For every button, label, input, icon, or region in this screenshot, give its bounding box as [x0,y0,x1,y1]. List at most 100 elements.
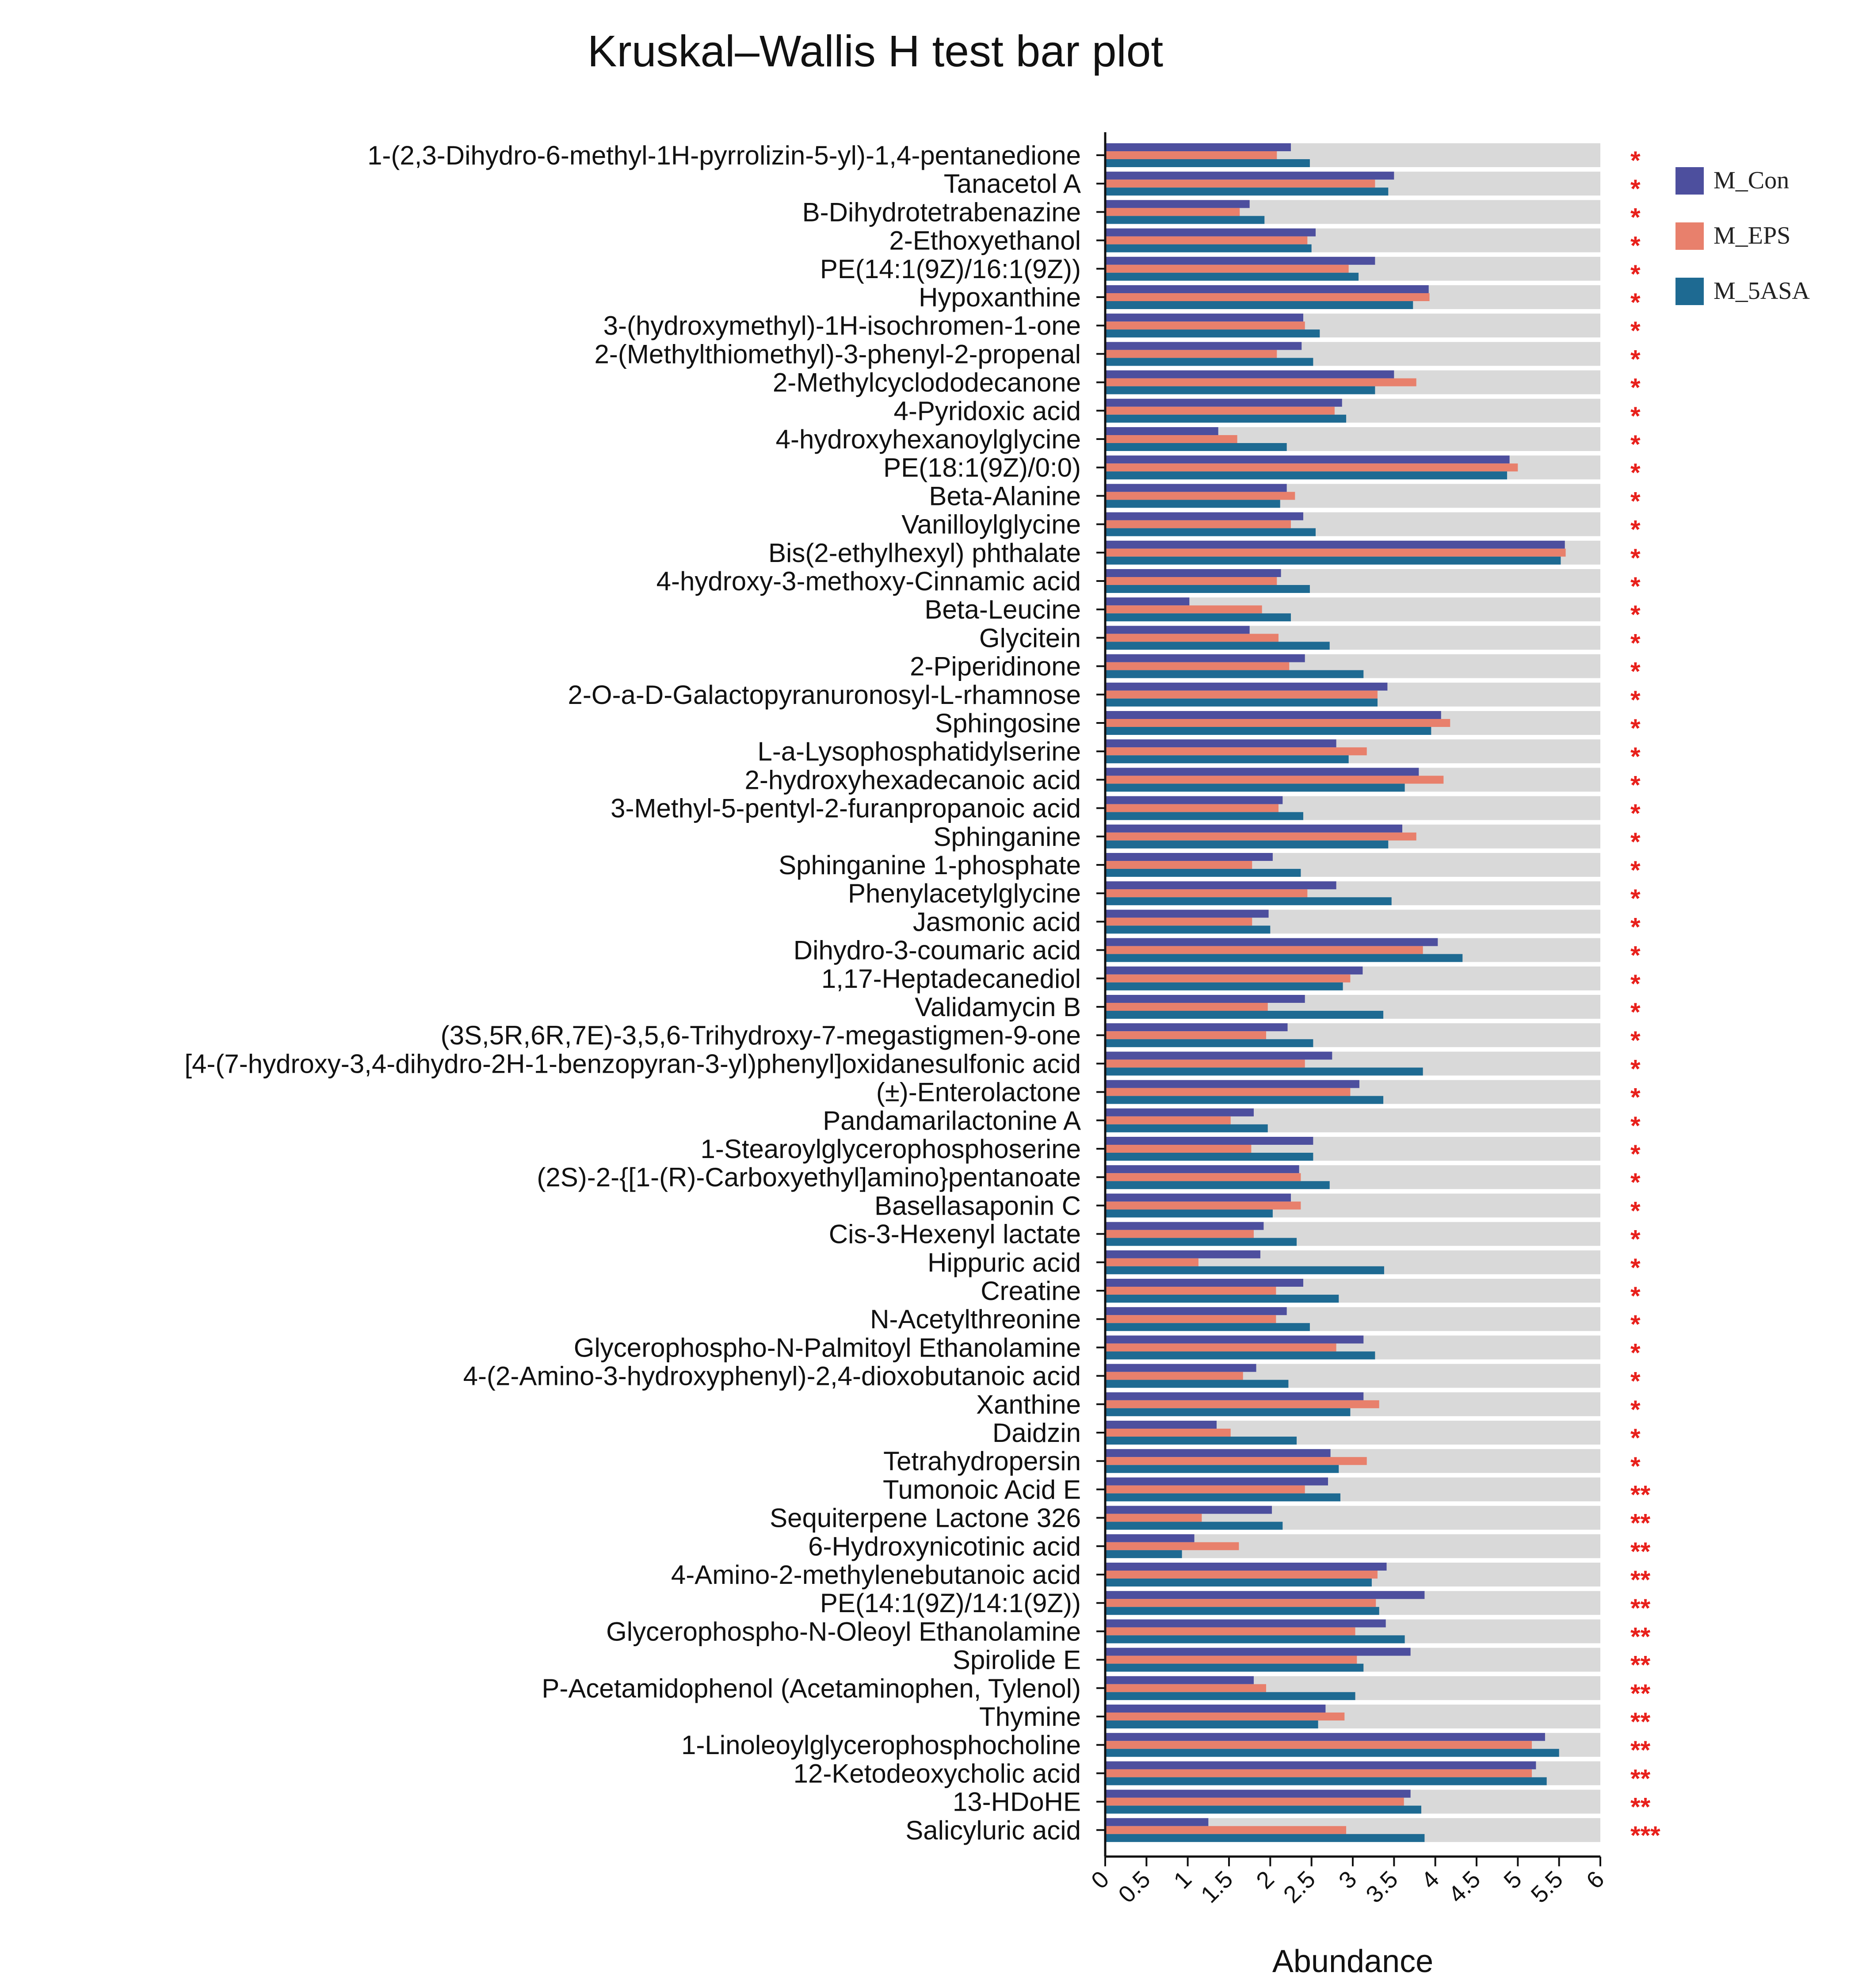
category-label: Spirolide E [953,1645,1081,1675]
bar-m-eps [1105,1826,1347,1834]
bar-m-con [1105,1307,1287,1315]
bar-m-eps [1105,1514,1202,1522]
significance-marker: * [1630,430,1641,459]
bar-m-con [1105,228,1316,237]
significance-marker: ** [1630,1679,1651,1708]
category-label: Glycerophospho-N-Palmitoyl Ethanolamine [574,1333,1081,1362]
bar-m-eps [1105,1627,1355,1636]
bar-m-con [1105,1477,1328,1486]
bar-m-5asa [1105,1607,1379,1615]
bar-m-con [1105,1222,1264,1230]
significance-marker: * [1630,345,1641,374]
bar-m-5asa [1105,1238,1297,1246]
bar-m-eps [1105,889,1308,898]
bar-m-con [1105,938,1438,946]
significance-marker: * [1630,1197,1641,1225]
bar-m-con [1105,1619,1386,1628]
significance-marker: * [1630,1282,1641,1311]
x-tick-label: 0 [1086,1866,1114,1894]
bar-m-eps [1105,634,1279,642]
significance-marker: ** [1630,1537,1651,1566]
x-tick-label: 0.5 [1113,1866,1156,1908]
significance-marker: * [1630,828,1641,856]
bar-m-5asa [1105,358,1313,366]
bar-m-con [1105,995,1305,1003]
category-label: [4-(7-hydroxy-3,4-dihydro-2H-1-benzopyra… [184,1049,1081,1078]
significance-marker: * [1630,146,1641,175]
bar-m-5asa [1105,1663,1364,1672]
significance-markers: ****************************************… [1630,146,1660,1850]
bar-m-5asa [1105,386,1375,394]
bar-m-eps [1105,520,1291,528]
category-label: Dihydro-3-coumaric acid [794,936,1081,965]
category-label: Basellasaponin C [874,1191,1081,1220]
bar-m-con [1105,626,1250,634]
bar-m-eps [1105,804,1279,812]
category-label: Beta-Leucine [924,595,1081,624]
bar-m-eps [1105,236,1308,245]
significance-marker: *** [1630,1821,1660,1850]
bar-m-5asa [1105,1181,1330,1189]
bar-m-con [1105,739,1336,748]
bar-m-5asa [1105,1437,1297,1445]
bar-m-5asa [1105,982,1343,990]
bar-m-5asa [1105,187,1389,196]
category-label: 3-Methyl-5-pentyl-2-furanpropanoic acid [611,794,1081,823]
bar-m-5asa [1105,414,1347,423]
category-label: Sequiterpene Lactone 326 [770,1503,1081,1533]
bar-m-5asa [1105,1777,1547,1785]
bar-m-con [1105,1108,1254,1116]
category-label: Sphinganine 1-phosphate [779,850,1081,880]
bar-m-eps [1105,1173,1301,1181]
bar-m-con [1105,143,1291,151]
bar-m-eps [1105,1145,1252,1153]
category-label: 12-Ketodeoxycholic acid [794,1759,1081,1788]
significance-marker: * [1630,232,1641,260]
legend: M_Con M_EPS M_5ASA [1675,167,1810,305]
bar-m-eps [1105,1031,1266,1040]
category-label: 6-Hydroxynicotinic acid [808,1532,1081,1561]
x-tick-label: 5.5 [1526,1866,1569,1908]
category-label: P-Acetamidophenol (Acetaminophen, Tyleno… [542,1674,1081,1703]
bar-m-5asa [1105,1692,1355,1700]
category-label: 2-O-a-D-Galactopyranuronosyl-L-rhamnose [568,680,1081,710]
x-tick-label: 1.5 [1196,1866,1238,1908]
category-label: Glycitein [979,623,1081,653]
category-label: B-Dihydrotetrabenazine [802,197,1081,227]
category-label: Jasmonic acid [913,907,1081,937]
bar-m-5asa [1105,556,1561,565]
bar-m-5asa [1105,329,1320,338]
bar-m-5asa [1105,1323,1310,1331]
bar-m-5asa [1105,244,1312,252]
bar-m-con [1105,313,1303,322]
significance-marker: * [1630,941,1641,970]
bar-m-eps [1105,1485,1305,1494]
bar-m-con [1105,881,1336,890]
bar-m-eps [1105,151,1277,159]
category-label: Xanthine [976,1390,1081,1419]
bar-m-con [1105,1733,1545,1741]
significance-marker: * [1630,1310,1641,1339]
bar-m-con [1105,172,1394,180]
bar-m-con [1105,1506,1272,1514]
bar-m-5asa [1105,1011,1384,1019]
category-label: PE(14:1(9Z)/16:1(9Z)) [820,254,1081,284]
bar-m-eps [1105,1372,1243,1380]
x-tick-label: 2 [1251,1866,1279,1894]
bar-m-con [1105,910,1269,918]
category-label: 4-hydroxy-3-methoxy-Cinnamic acid [656,566,1081,596]
legend-label: M_Con [1714,167,1789,194]
bar-m-5asa [1105,670,1364,678]
category-label: Glycerophospho-N-Oleoyl Ethanolamine [606,1617,1081,1646]
background-bands [1105,143,1600,1842]
bar-m-eps [1105,1542,1239,1550]
bar-m-5asa [1105,159,1310,167]
bar-m-con [1105,1023,1288,1032]
bar-m-con [1105,1364,1256,1372]
x-tick-label: 3.5 [1361,1866,1403,1908]
legend-swatch [1675,222,1704,250]
significance-marker: * [1630,970,1641,998]
bar-m-5asa [1105,301,1413,309]
bar-m-5asa [1105,1493,1340,1502]
